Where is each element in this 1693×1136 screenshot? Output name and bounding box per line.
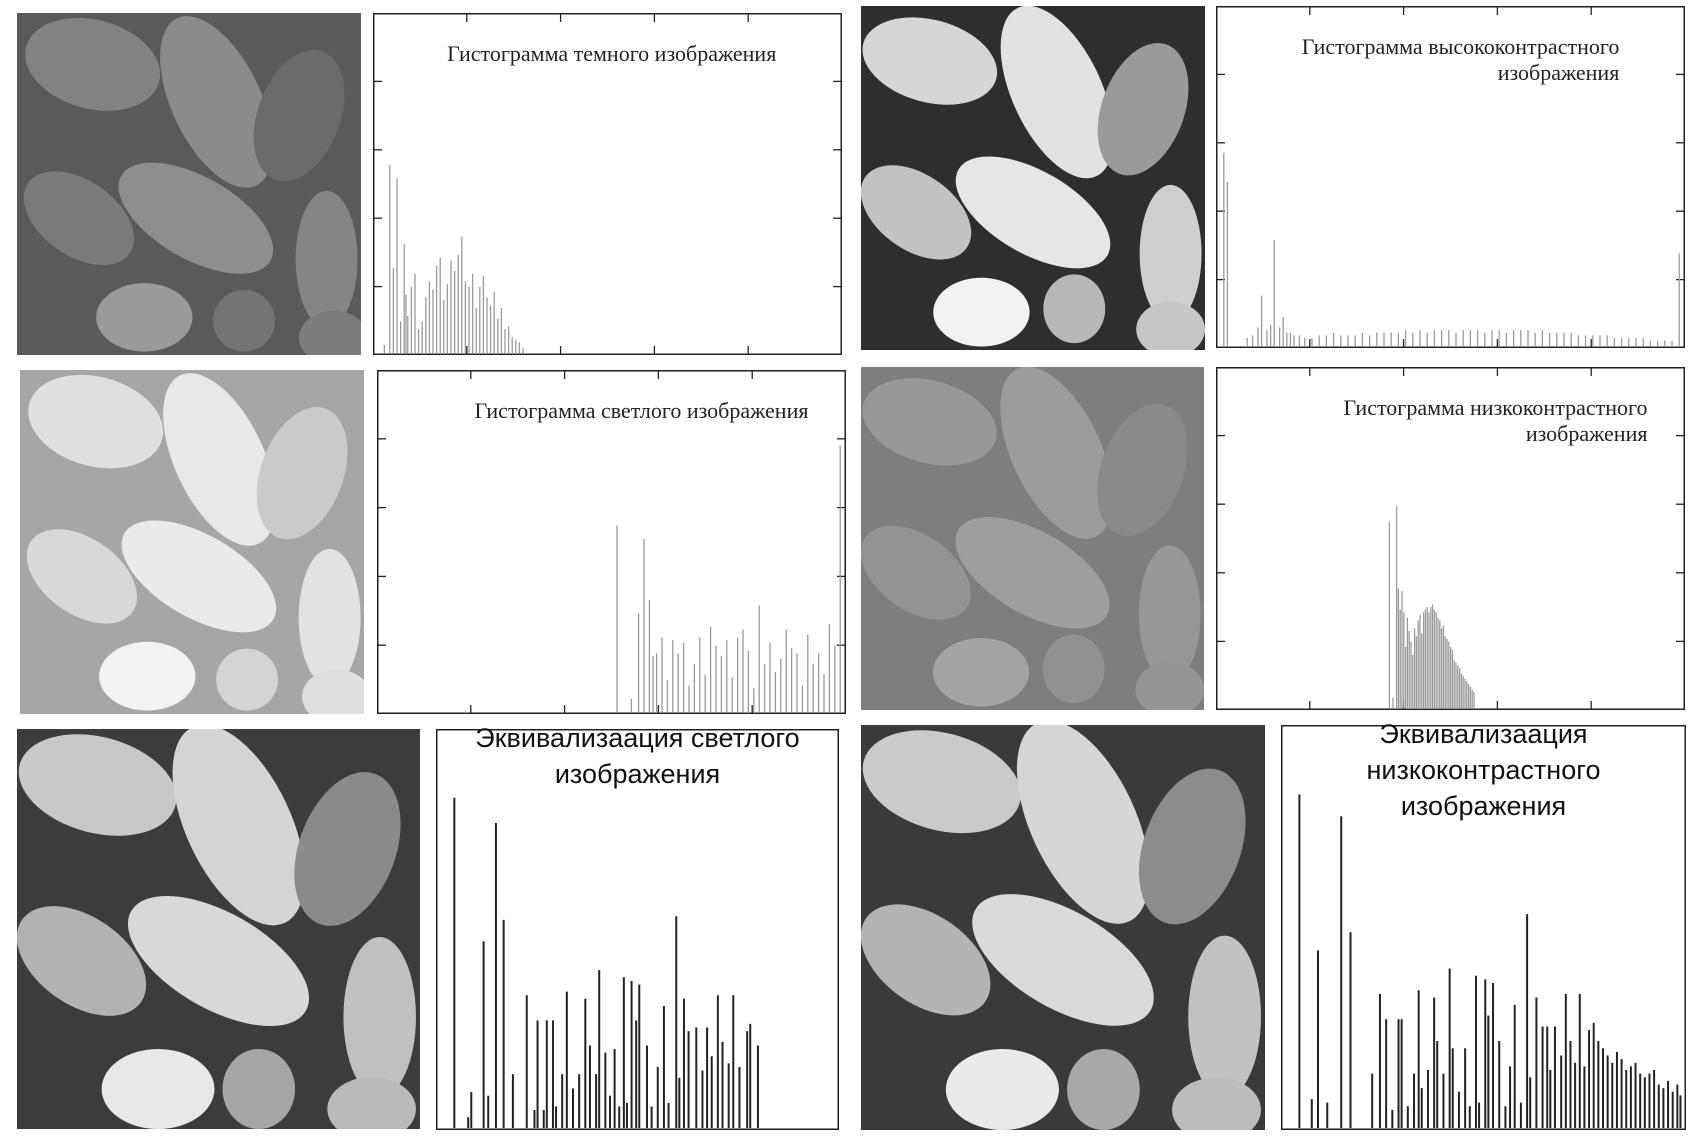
chart-title-line: изображения	[1498, 60, 1620, 85]
chart-title: Гистограмма низкоконтрастного изображения	[1344, 395, 1648, 446]
chart-title: Гистограмма светлого изображения	[475, 398, 809, 423]
histogram-equalized-light: Эквивализаация светлого изображения	[436, 723, 839, 1130]
histogram-svg: Эквивализаация низкоконтрастного изображен…	[1281, 719, 1686, 1130]
plot-frame	[377, 370, 846, 714]
chart-title-line: изображения	[555, 759, 720, 789]
photo-equalized-light	[17, 729, 420, 1129]
chart-title-line: изображения	[1526, 421, 1648, 446]
plot-frame	[436, 729, 839, 1130]
chart-title-line: Гистограмма низкоконтрастного	[1344, 395, 1648, 420]
chart-title: Эквивализаация низкоконтрастного изображен…	[1366, 719, 1600, 821]
histogram-equalized-low-contrast: Эквивализаация низкоконтрастного изображен…	[1281, 719, 1686, 1130]
histogram-low-contrast: Гистограмма низкоконтрастного изображения	[1216, 367, 1685, 710]
chart-title-line: Эквивализаация светлого	[475, 723, 799, 753]
histogram-svg: Гистограмма низкоконтрастного изображения	[1216, 367, 1685, 710]
chart-title-line: низкоконтрастного	[1366, 755, 1600, 785]
histogram-dark: Гистограмма темного изображения	[373, 13, 842, 355]
histogram-svg: Гистограмма темного изображения	[373, 13, 842, 355]
histogram-high-contrast: Гистограмма высококонтрастного изображени…	[1216, 6, 1685, 348]
chart-title-line: Гистограмма светлого изображения	[475, 398, 809, 423]
histogram-light: Гистограмма светлого изображения	[377, 370, 846, 714]
chart-title: Гистограмма высококонтрастного изображени…	[1302, 34, 1620, 85]
chart-title: Гистограмма темного изображения	[447, 41, 776, 66]
photo-light	[20, 370, 364, 714]
chart-title-line: Гистограмма высококонтрастного	[1302, 34, 1620, 59]
photo-high-contrast	[861, 6, 1205, 350]
plot-frame	[1216, 6, 1685, 348]
chart-title-line: Гистограмма темного изображения	[447, 41, 776, 66]
chart-title: Эквивализаация светлого изображения	[475, 723, 799, 789]
chart-title-line: изображения	[1401, 791, 1566, 821]
photo-low-contrast	[861, 367, 1204, 710]
histogram-svg: Гистограмма светлого изображения	[377, 370, 846, 714]
plot-frame	[373, 13, 842, 355]
photo-dark	[17, 13, 361, 355]
histogram-svg: Гистограмма высококонтрастного изображени…	[1216, 6, 1685, 348]
chart-title-line: Эквивализаация	[1379, 719, 1587, 749]
plot-frame	[1281, 725, 1686, 1130]
photo-equalized-low-contrast	[861, 725, 1265, 1130]
histogram-svg: Эквивализаация светлого изображения	[436, 723, 839, 1130]
